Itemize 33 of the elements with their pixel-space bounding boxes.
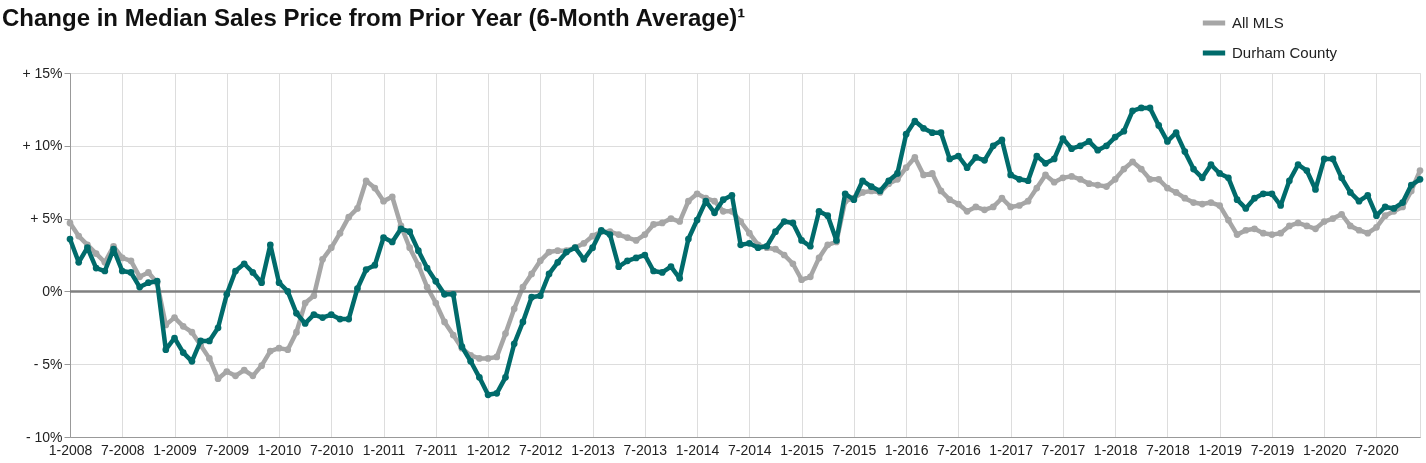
x-tick-label: 1-2018 bbox=[1093, 441, 1138, 458]
y-tick-label: + 10% bbox=[22, 137, 63, 154]
y-tick-label: 0% bbox=[42, 282, 63, 299]
x-tick-label: 1-2012 bbox=[466, 441, 511, 458]
chart-title: Change in Median Sales Price from Prior Year (6-Month Average)¹ bbox=[2, 4, 746, 31]
x-tick-label: 1-2009 bbox=[153, 441, 198, 458]
x-tick-label: 1-2017 bbox=[989, 441, 1034, 458]
x-tick-label: 7-2013 bbox=[623, 441, 668, 458]
y-tick-label: - 5% bbox=[33, 355, 63, 372]
legend-label: All MLS bbox=[1232, 14, 1284, 31]
x-tick-label: 1-2013 bbox=[571, 441, 616, 458]
x-tick-label: 1-2016 bbox=[884, 441, 929, 458]
x-tick-label: 1-2011 bbox=[362, 441, 406, 458]
x-tick-label: 7-2018 bbox=[1146, 441, 1190, 458]
x-tick-label: 7-2012 bbox=[519, 441, 563, 458]
x-tick-label: 1-2010 bbox=[257, 441, 302, 458]
x-tick-label: 7-2020 bbox=[1355, 441, 1399, 458]
x-tick-label: 7-2016 bbox=[937, 441, 981, 458]
x-tick-label: 7-2010 bbox=[309, 441, 354, 458]
x-tick-label: 7-2011 bbox=[415, 441, 458, 458]
x-tick-label: 7-2008 bbox=[100, 441, 145, 458]
x-tick-label: 7-2019 bbox=[1250, 441, 1295, 458]
x-tick-label: 1-2015 bbox=[780, 441, 825, 458]
x-tick-label: 7-2014 bbox=[728, 441, 772, 458]
legend-label: Durham County bbox=[1232, 44, 1338, 61]
x-tick-label: 7-2015 bbox=[832, 441, 877, 458]
y-tick-label: + 15% bbox=[22, 64, 63, 81]
x-tick-label: 1-2014 bbox=[675, 441, 720, 458]
x-tick-label: 1-2019 bbox=[1198, 441, 1243, 458]
y-tick-label: + 5% bbox=[30, 210, 63, 227]
x-tick-label: 1-2020 bbox=[1302, 441, 1347, 458]
x-tick-label: 7-2009 bbox=[205, 441, 250, 458]
x-tick-label: 7-2017 bbox=[1041, 441, 1086, 458]
